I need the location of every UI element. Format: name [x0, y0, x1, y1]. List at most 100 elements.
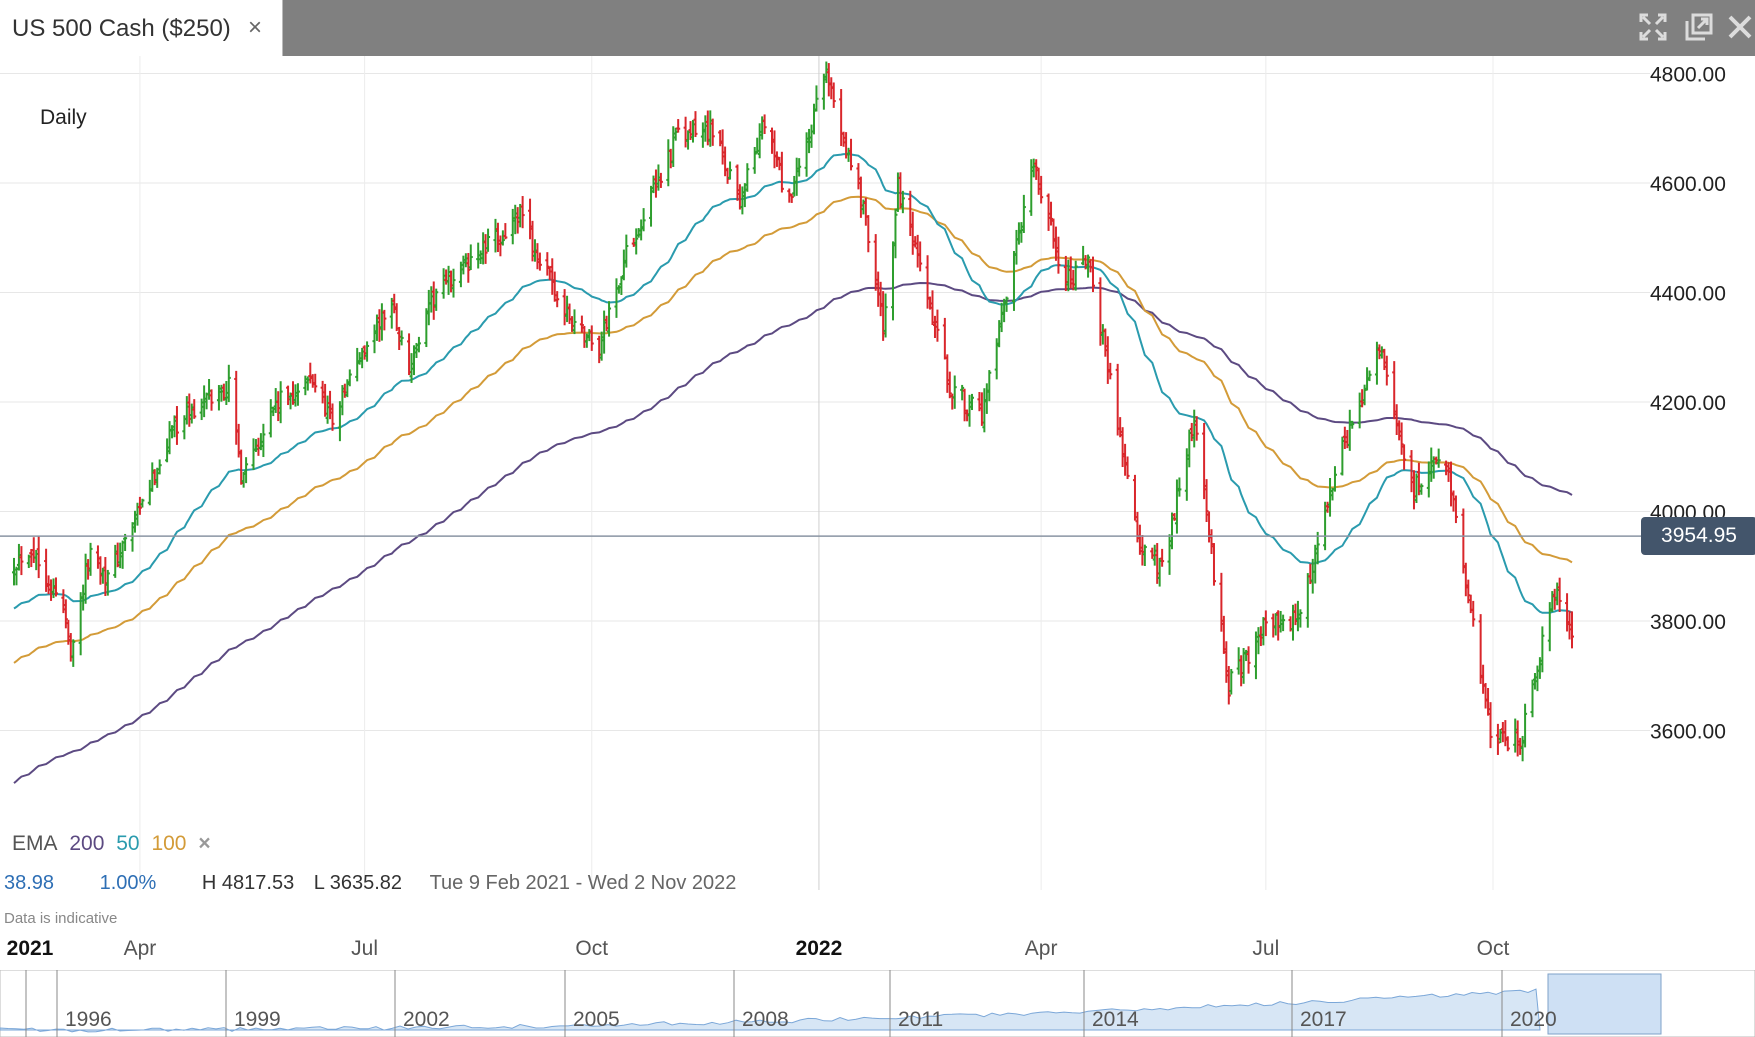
popout-icon[interactable] — [1684, 12, 1714, 42]
ohlc-bar-up — [1157, 557, 1162, 587]
ohlc-bar-down — [1103, 328, 1108, 357]
ohlc-bar-down — [377, 309, 382, 342]
ohlc-bar-up — [1367, 370, 1372, 382]
ohlc-bar-up — [1295, 600, 1300, 632]
remove-ema-icon[interactable]: × — [198, 832, 211, 855]
ohlc-bar-up — [1184, 448, 1189, 501]
ohlc-bar-up — [1187, 429, 1192, 468]
ohlc-bar-up — [347, 369, 352, 387]
ohlc-bar-down — [589, 325, 594, 351]
ohlc-bar-up — [411, 345, 416, 376]
ohlc-bar-up — [1350, 420, 1355, 429]
ohlc-bar-down — [36, 536, 41, 579]
ohlc-bar-up — [584, 333, 589, 348]
ohlc-bar-down — [1449, 461, 1454, 507]
ohlc-bar-down — [1226, 666, 1231, 705]
ohlc-bar-up — [807, 128, 812, 154]
ohlc-bar-up — [1540, 626, 1545, 673]
ohlc-bar-up — [434, 288, 439, 311]
price-chart[interactable]: 3600.003800.004000.004200.004400.004600.… — [0, 56, 1755, 970]
ohlc-bar-up — [355, 347, 360, 382]
ohlc-bar-up — [416, 336, 421, 353]
ohlc-bar-down — [1160, 548, 1165, 567]
ohlc-bar-up — [441, 268, 446, 299]
ohlc-bar-down — [1483, 683, 1488, 709]
ohlc-bar-down — [1046, 193, 1051, 231]
ohlc-bar-up — [1021, 194, 1026, 234]
ohlc-bar-up — [478, 250, 483, 264]
ohlc-bar-down — [174, 406, 179, 445]
ohlc-bar-up — [510, 208, 515, 245]
ohlc-bar-up — [621, 249, 626, 281]
chart-tab[interactable]: US 500 Cash ($250) × — [0, 0, 283, 56]
ohlc-bar-down — [898, 172, 903, 209]
ohlc-bar-up — [900, 190, 905, 214]
ohlc-bar-down — [710, 118, 715, 146]
ohlc-bar-down — [1211, 543, 1216, 586]
ohlc-bar-down — [1105, 336, 1110, 384]
x-tick-label: Oct — [1477, 937, 1510, 960]
ohlc-bar-down — [908, 190, 913, 236]
ohlc-bar-down — [1209, 529, 1214, 554]
ohlc-bar-down — [725, 167, 730, 184]
ohlc-bar-up — [607, 301, 612, 337]
ohlc-bar-up — [184, 396, 189, 425]
ohlc-bar-up — [1498, 729, 1503, 744]
ohlc-bar-down — [915, 234, 920, 268]
ohlc-bar-down — [1239, 655, 1244, 687]
ohlc-bar-down — [1461, 508, 1466, 574]
ohlc-bar-up — [1256, 627, 1261, 655]
ohlc-bar-down — [495, 222, 500, 253]
ohlc-bar-down — [1063, 255, 1068, 292]
ema-100-line — [13, 195, 1573, 664]
ohlc-bar-up — [1332, 466, 1337, 492]
fullscreen-icon[interactable] — [1638, 12, 1668, 42]
ohlc-bar-up — [81, 584, 86, 611]
ohlc-bar-down — [1486, 687, 1491, 716]
ohlc-bar-down — [693, 111, 698, 138]
ohlc-bar-down — [537, 252, 542, 271]
ema-100-label[interactable]: 100 — [151, 832, 187, 855]
ohlc-bar-down — [239, 449, 244, 485]
ema-50-label[interactable]: 50 — [116, 832, 140, 855]
date-range: Tue 9 Feb 2021 - Wed 2 Nov 2022 — [429, 872, 737, 894]
ohlc-bar-up — [451, 268, 456, 298]
period-low: L 3635.82 — [313, 872, 402, 894]
ohlc-bar-down — [1382, 348, 1387, 371]
ohlc-bar-down — [328, 390, 333, 420]
ohlc-bar-down — [1224, 641, 1229, 683]
ohlc-bar-down — [545, 252, 550, 276]
ohlc-bar-down — [1194, 416, 1199, 441]
ohlc-bar-down — [1108, 362, 1113, 380]
ohlc-bar-up — [883, 293, 888, 338]
y-axis: 3600.003800.004000.004200.004400.004600.… — [1650, 64, 1726, 744]
ohlc-bar-down — [115, 542, 120, 568]
ohlc-bar-up — [797, 158, 802, 177]
ohlc-bar-down — [1034, 159, 1039, 180]
current-price-badge: 3954.95 — [1641, 517, 1755, 556]
ohlc-bar-up — [12, 557, 16, 586]
x-tick-label: 2022 — [796, 937, 843, 960]
tab-close-icon[interactable]: × — [248, 14, 263, 41]
ohlc-bar-up — [34, 549, 39, 571]
ohlc-bar-down — [962, 388, 967, 422]
ohlc-bar-up — [1167, 534, 1172, 575]
close-window-icon[interactable] — [1725, 12, 1755, 42]
ohlc-bar-up — [686, 130, 691, 150]
ohlc-bar-up — [429, 286, 434, 313]
ohlc-bar-up — [651, 175, 656, 194]
ohlc-bar-up — [757, 123, 762, 159]
ohlc-bar-up — [147, 479, 152, 506]
ohlc-bar-up — [244, 457, 249, 484]
time-navigator[interactable]: 1996 1999 2002 2005 2008 2011 2014 2017 2020 — [0, 970, 1755, 1037]
ohlc-bar-down — [103, 557, 108, 597]
ohlc-bar-down — [1118, 417, 1123, 438]
ohlc-bar-down — [925, 255, 930, 309]
ohlc-bar-down — [918, 241, 923, 272]
ohlc-bar-down — [503, 223, 508, 240]
ema-200-label[interactable]: 200 — [69, 832, 105, 855]
ohlc-bar-down — [849, 138, 854, 171]
ohlc-bar-down — [947, 371, 952, 399]
ohlc-bar-up — [1100, 324, 1105, 345]
ohlc-bar-up — [1298, 609, 1303, 628]
